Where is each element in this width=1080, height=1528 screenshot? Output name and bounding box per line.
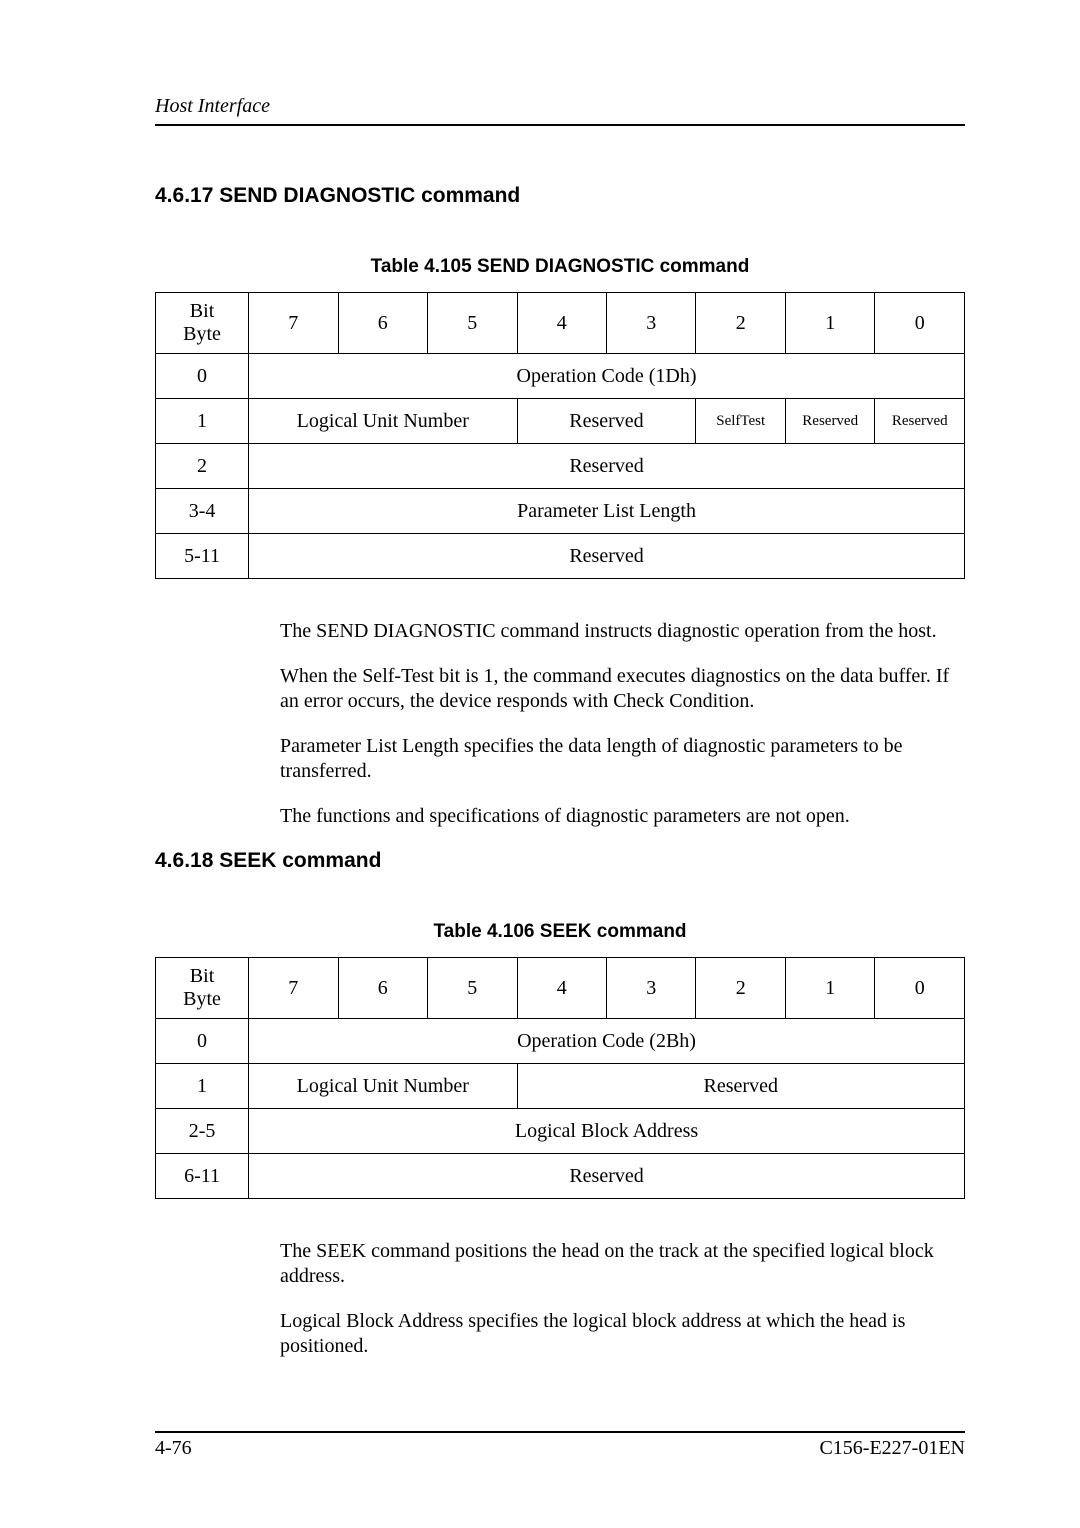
footer-rule: [155, 1431, 965, 1433]
section-heading-1: 4.6.17 SEND DIAGNOSTIC command: [155, 184, 965, 208]
send-diagnostic-table: Bit Byte 7 6 5 4 3 2 1 0 0 Operation Cod…: [155, 292, 965, 579]
reserved-cell: Reserved: [517, 399, 696, 444]
bit-col: 4: [517, 293, 606, 354]
paragraph: The functions and specifications of diag…: [280, 804, 965, 829]
bit-col: 5: [428, 958, 517, 1019]
bit-col: 3: [606, 958, 695, 1019]
bit-col: 4: [517, 958, 606, 1019]
page-number: 4-76: [155, 1437, 192, 1460]
header-rule: [155, 124, 965, 126]
byte-label: 0: [156, 1019, 249, 1064]
paragraph: The SEEK command positions the head on t…: [280, 1239, 965, 1289]
page: Host Interface 4.6.17 SEND DIAGNOSTIC co…: [0, 0, 1080, 1528]
bit-col: 6: [338, 293, 427, 354]
param-list-length-cell: Parameter List Length: [249, 489, 965, 534]
paragraph: Logical Block Address specifies the logi…: [280, 1309, 965, 1359]
reserved-cell: Reserved: [785, 399, 874, 444]
reserved-cell: Reserved: [249, 1154, 965, 1199]
table-caption-2: Table 4.106 SEEK command: [155, 921, 965, 943]
bit-col: 2: [696, 958, 785, 1019]
bit-col: 3: [606, 293, 695, 354]
byte-label: 3-4: [156, 489, 249, 534]
bit-col: 1: [785, 293, 874, 354]
bit-col: 5: [428, 293, 517, 354]
byte-label: 1: [156, 399, 249, 444]
byte-label: 2: [156, 444, 249, 489]
lun-cell: Logical Unit Number: [249, 399, 517, 444]
bit-col: 7: [249, 293, 338, 354]
bit-col: 0: [875, 958, 965, 1019]
reserved-cell: Reserved: [249, 444, 965, 489]
reserved-cell: Reserved: [517, 1064, 965, 1109]
byte-label: 1: [156, 1064, 249, 1109]
bit-col: 1: [785, 958, 874, 1019]
paragraph: The SEND DIAGNOSTIC command instructs di…: [280, 619, 965, 644]
running-header: Host Interface: [155, 95, 965, 118]
seek-table: Bit Byte 7 6 5 4 3 2 1 0 0 Operation Cod…: [155, 957, 965, 1199]
reserved-cell: Reserved: [875, 399, 965, 444]
selftest-cell: SelfTest: [696, 399, 785, 444]
lun-cell: Logical Unit Number: [249, 1064, 517, 1109]
byte-label: 2-5: [156, 1109, 249, 1154]
byte-label: 0: [156, 354, 249, 399]
bit-byte-header: Bit Byte: [156, 958, 249, 1019]
byte-label: 6-11: [156, 1154, 249, 1199]
bit-col: 7: [249, 958, 338, 1019]
opcode-cell: Operation Code (1Dh): [249, 354, 965, 399]
opcode-cell: Operation Code (2Bh): [249, 1019, 965, 1064]
byte-label: 5-11: [156, 534, 249, 579]
doc-id: C156-E227-01EN: [819, 1437, 965, 1460]
table-caption-1: Table 4.105 SEND DIAGNOSTIC command: [155, 256, 965, 278]
paragraph: When the Self-Test bit is 1, the command…: [280, 664, 965, 714]
bit-col: 6: [338, 958, 427, 1019]
paragraph: Parameter List Length specifies the data…: [280, 734, 965, 784]
lba-cell: Logical Block Address: [249, 1109, 965, 1154]
reserved-cell: Reserved: [249, 534, 965, 579]
section-heading-2: 4.6.18 SEEK command: [155, 849, 965, 873]
bit-col: 2: [696, 293, 785, 354]
bit-col: 0: [875, 293, 965, 354]
bit-byte-header: Bit Byte: [156, 293, 249, 354]
